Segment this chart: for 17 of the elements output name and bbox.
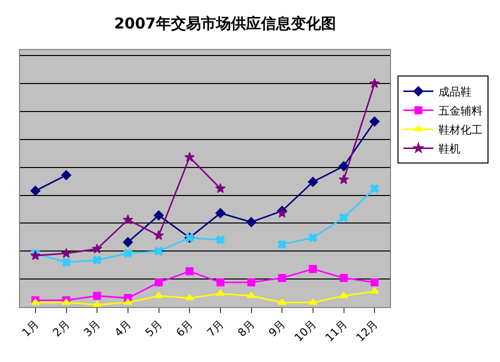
x-tick-label: 3月 — [81, 318, 104, 340]
x-tick-label: 8月 — [235, 318, 258, 340]
x-tick-label: 5月 — [142, 318, 165, 340]
chart-title: 2007年交易市场供应信息变化图 — [114, 14, 336, 33]
x-tick-label: 11月 — [322, 318, 350, 344]
x-tick-label: 6月 — [174, 318, 196, 340]
x-tick-label: 12月 — [354, 318, 381, 344]
legend-label: 鞋机 — [438, 142, 460, 156]
legend-label: 五金辅料 — [438, 104, 482, 118]
x-tick-label: 1月 — [20, 318, 42, 340]
x-tick-label: 9月 — [266, 318, 288, 340]
legend-label: 成品鞋 — [438, 85, 472, 98]
x-tick-label: 4月 — [112, 318, 134, 340]
legend-label: 鞋材化工 — [438, 123, 482, 136]
x-tick-label: 7月 — [204, 318, 226, 340]
x-tick-label: 2月 — [50, 318, 72, 340]
x-tick-label: 10月 — [292, 318, 319, 344]
